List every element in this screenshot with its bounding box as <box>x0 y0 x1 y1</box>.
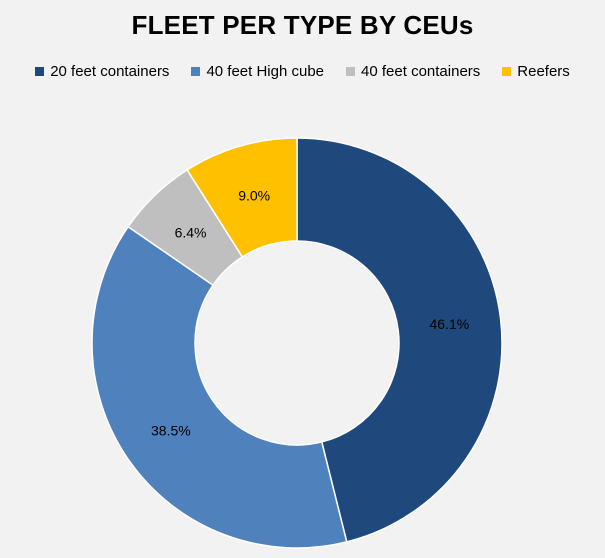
chart-title: FLEET PER TYPE BY CEUs <box>131 10 474 40</box>
data-label-20-feet-containers: 46.1% <box>429 316 469 332</box>
legend-swatch-reefers <box>502 67 512 76</box>
slice-reefers <box>186 137 298 258</box>
chart-legend: 20 feet containers 40 feet High cube 40 … <box>0 63 605 80</box>
data-label-40-feet-containers: 6.4% <box>175 224 207 240</box>
slice-20-feet-containers <box>296 137 503 543</box>
slice-40-feet-high-cube <box>91 225 348 549</box>
legend-swatch-20ft <box>35 67 45 76</box>
data-label-reefers: 9.0% <box>238 188 270 204</box>
legend-label-40ft: 40 feet containers <box>361 63 481 80</box>
legend-item-40ft-high-cube: 40 feet High cube <box>191 63 324 80</box>
legend-label-reefers: Reefers <box>517 63 570 80</box>
legend-swatch-40ft <box>346 67 356 76</box>
legend-item-20ft: 20 feet containers <box>35 63 169 80</box>
legend-item-40ft: 40 feet containers <box>346 63 480 80</box>
legend-label-20ft: 20 feet containers <box>50 63 170 80</box>
data-label-40-feet-high-cube: 38.5% <box>151 422 191 438</box>
legend-swatch-40ft-high-cube <box>191 67 201 76</box>
legend-label-40ft-high-cube: 40 feet High cube <box>206 63 325 80</box>
legend-item-reefers: Reefers <box>502 63 570 80</box>
